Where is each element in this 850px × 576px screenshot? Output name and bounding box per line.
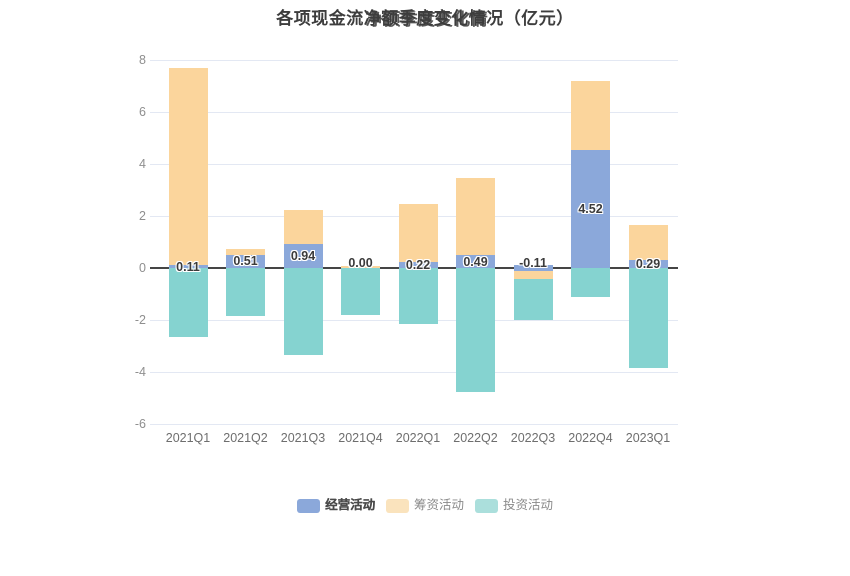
x-tick-label: 2022Q4 [568,431,613,445]
y-tick-label: -6 [134,417,146,431]
legend-label: 筹资活动 [413,498,464,512]
x-tick-label: 2021Q2 [223,431,268,445]
bar-seg-financing-2022Q2 [456,178,495,256]
y-tick-label: -2 [134,313,146,327]
bar-label: 0.51 [233,254,258,269]
bar-label: 0.00 [348,256,373,270]
bar-seg-financing-2021Q3 [283,209,323,244]
bar-seg-financing-2021Q1 [168,67,208,266]
bar-label: 0.11 [176,259,200,274]
bar-seg-financing-2023Q1 [628,225,668,261]
gridline [150,424,678,425]
bar-seg-operating-2021Q2 [226,254,265,268]
chart-title-post: 况（亿元） [486,9,574,28]
bar-label: 0.94 [290,248,316,263]
chart-title: 各项现金流 净额季度变化情 净额季度变化情况（亿元） [0,4,850,29]
bar-seg-investing-2023Q1 [628,268,668,368]
bar-seg-operating-2022Q3 [513,265,553,271]
bar-seg-investing-2021Q3 [283,268,323,356]
bar-label: 0.49 [463,254,488,269]
x-tick-label: 2022Q1 [395,431,441,445]
y-tick-label: -4 [134,365,146,379]
x-tick-label: 2021Q3 [280,431,326,445]
bar-seg-financing-2022Q1 [398,203,438,263]
gridline [150,164,678,165]
bar-seg-financing-2022Q3 [513,270,553,279]
bar-label: 4.52 [578,202,603,217]
gridline [150,112,678,113]
legend-swatch-operating [296,498,320,513]
bar-label: 0.29 [635,257,661,272]
legend-item-operating: 经营活动 [296,497,375,514]
bar-seg-operating-2022Q2 [456,255,495,268]
legend-swatch-financing [385,498,409,513]
chart-title-mid-text: 净额季度变化情 [363,9,487,28]
legend: 经营活动 筹资活动 投资活动 [0,497,850,514]
y-tick-label: 0 [139,261,146,275]
gridline [150,60,678,61]
bar-seg-financing-2021Q2 [226,249,265,255]
bar-seg-investing-2022Q1 [398,268,438,324]
x-tick-label: 2022Q2 [453,431,498,445]
bar-label: -0.11 [519,256,547,270]
x-tick-label: 2022Q3 [510,431,556,445]
bar-seg-investing-2021Q4 [341,268,380,315]
bar-seg-financing-2021Q4 [341,266,380,268]
bar-seg-operating-2022Q1 [398,262,438,268]
bar-seg-investing-2021Q1 [168,268,208,337]
bar-seg-investing-2022Q2 [456,268,495,393]
legend-label: 经营活动 [324,498,375,512]
chart-title-pre: 各项现金流 [276,9,364,28]
y-tick-label: 4 [139,157,146,171]
bar-seg-operating-2021Q1 [168,265,208,268]
bar-seg-operating-2022Q4 [571,150,610,268]
y-tick-label: 6 [139,105,146,119]
legend-item-investing: 投资活动 [475,497,553,514]
x-tick-label: 2023Q1 [625,431,671,445]
bar-label: 0.22 [405,258,431,273]
legend-item-financing: 筹资活动 [385,497,464,514]
chart-title-mid: 净额季度变化情 净额季度变化情 [363,4,489,29]
bar-seg-investing-2022Q3 [513,278,553,321]
x-tick-label: 2021Q4 [338,431,383,445]
gridline [150,372,678,373]
bar-seg-operating-2023Q1 [628,260,668,268]
y-tick-label: 8 [139,53,146,67]
bar-seg-financing-2022Q4 [571,80,610,151]
bar-seg-operating-2021Q3 [283,243,323,268]
chart-title-ghost: 净额季度变化情 [365,10,489,29]
bar-seg-investing-2021Q2 [226,268,265,316]
bar-seg-investing-2022Q4 [571,268,610,298]
x-tick-label: 2021Q1 [165,431,211,445]
legend-label: 投资活动 [503,498,554,512]
y-tick-label: 2 [139,209,146,223]
legend-swatch-investing [475,498,498,513]
